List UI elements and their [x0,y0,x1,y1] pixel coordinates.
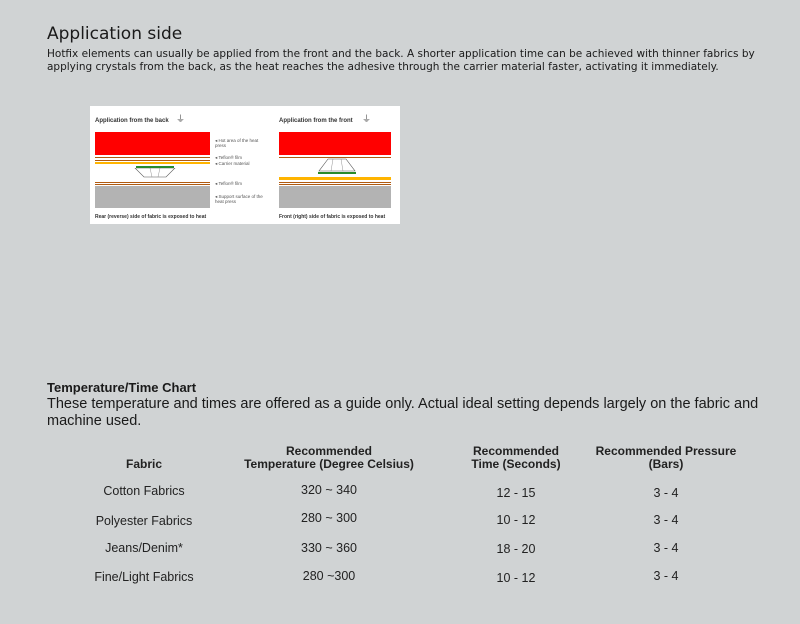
heat-press-icon: ⏚ [176,115,186,125]
label-hot-area: ◂ Hot area of the heat press [215,138,259,148]
cell-fabric: Fine/Light Fabrics [94,570,194,584]
crystal-icon [134,168,176,178]
cell-temperature: 320 ~ 340 [301,483,357,497]
cell-pressure: 3 - 4 [653,513,679,527]
back-panel-caption: Rear (reverse) side of fabric is exposed… [95,214,207,220]
label-carrier: ◂ Carrier material [215,161,250,166]
chart-description: These temperature and times are offered … [47,396,759,429]
cell-fabric: Jeans/Denim* [105,541,183,555]
teflon-film [95,182,210,183]
cell-pressure: 3 - 4 [653,486,679,500]
adhesive-layer [318,172,356,174]
cell-temperature: 330 ~ 360 [301,541,357,555]
support-surface [279,186,391,208]
label-support: ◂ Support surface of the heat press [215,194,263,204]
label-teflon: ◂ Teflon® film [215,155,243,160]
teflon-film [95,184,210,185]
cell-time: 10 - 12 [496,571,536,585]
crystal-icon [318,158,356,172]
teflon-film [279,184,391,185]
header-time: Recommended Time (Seconds) [471,444,561,471]
heat-area [95,132,210,155]
carrier-material [95,162,210,164]
cell-temperature: 280 ~ 300 [301,511,357,525]
header-pressure: Recommended Pressure (Bars) [595,444,737,471]
cell-time: 18 - 20 [496,542,536,556]
teflon-film [279,182,391,183]
section-title: Application side [47,24,183,44]
cell-pressure: 3 - 4 [653,541,679,555]
teflon-film [279,157,391,158]
front-panel-title: Application from the front [279,118,353,124]
cell-temperature: 280 ~300 [302,569,356,583]
chart-title: Temperature/Time Chart [47,380,197,395]
front-panel-caption: Front (right) side of fabric is exposed … [279,214,386,220]
heat-area [279,132,391,155]
label-teflon-2: ◂ Teflon® film [215,181,243,186]
support-surface [95,186,210,208]
intro-paragraph: Hotfix elements can usually be applied f… [47,48,755,73]
cell-time: 10 - 12 [496,513,536,527]
cell-fabric: Cotton Fabrics [103,484,185,498]
teflon-film [95,157,210,158]
adhesive-layer [136,166,174,168]
header-fabric: Fabric [125,457,163,471]
application-diagram: Application from the back ⏚ Rear (revers… [90,106,400,224]
teflon-film [95,160,210,161]
heat-press-icon: ⏚ [362,115,372,125]
header-temperature: Recommended Temperature (Degree Celsius) [244,444,414,471]
cell-pressure: 3 - 4 [653,569,679,583]
cell-time: 12 - 15 [496,486,536,500]
carrier-material [279,177,391,180]
cell-fabric: Polyester Fabrics [95,514,193,528]
back-panel-title: Application from the back [95,118,169,124]
